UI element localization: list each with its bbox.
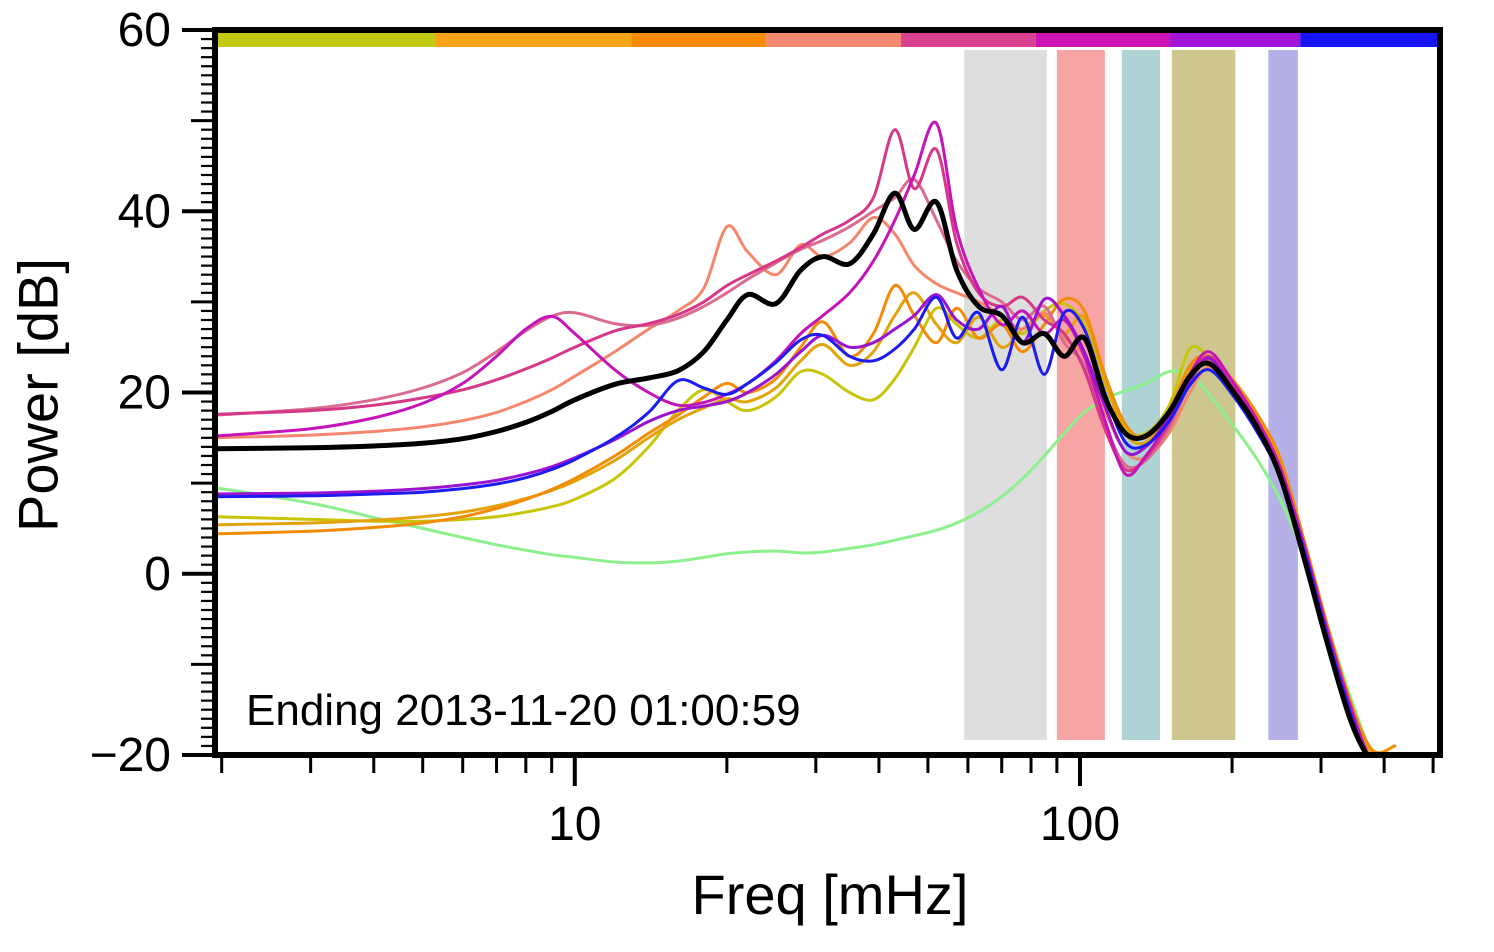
highlight-band-periwinkle: [1268, 50, 1298, 740]
spectrum-series-mean-black: [215, 190, 1370, 755]
plot-area: [215, 33, 1440, 755]
y-axis-ticks: [182, 28, 212, 757]
spectrum-series-blue: [215, 295, 1367, 755]
time-colorbar-segment-6: [1035, 33, 1171, 47]
plot-frame: [212, 27, 1443, 758]
highlight-band-teal: [1121, 50, 1160, 740]
x-axis-ticks: 10 100: [220, 758, 1435, 851]
svg-text:40: 40: [118, 185, 171, 238]
time-colorbar-segment-3: [631, 33, 767, 47]
time-colorbar-segment-1: [215, 33, 436, 47]
spectrum-series-palegreen: [215, 369, 1375, 755]
ending-time-annotation: Ending 2013-11-20 01:00:59: [246, 686, 801, 735]
time-colorbar-segment-8: [1300, 33, 1440, 47]
svg-text:0: 0: [144, 548, 171, 601]
y-axis-label: Power [dB]: [6, 258, 70, 532]
spectrum-series-pinkmagenta: [215, 128, 1369, 755]
svg-text:60: 60: [118, 4, 171, 57]
svg-text:10: 10: [548, 798, 601, 851]
time-colorbar-segment-7: [1170, 33, 1301, 47]
highlight-band-gray: [964, 50, 1047, 740]
y-axis-tick-labels: 60 40 20 0 −20: [90, 4, 171, 782]
time-colorbar-segment-4: [766, 33, 901, 47]
time-colorbar-segment-2: [435, 33, 632, 47]
x-axis-label: Freq [mHz]: [691, 863, 969, 926]
time-colorbar-segment-5: [901, 33, 1036, 47]
spectrum-series-magenta: [215, 120, 1370, 755]
svg-text:100: 100: [1040, 798, 1120, 851]
svg-text:−20: −20: [90, 729, 171, 782]
svg-text:20: 20: [118, 367, 171, 420]
